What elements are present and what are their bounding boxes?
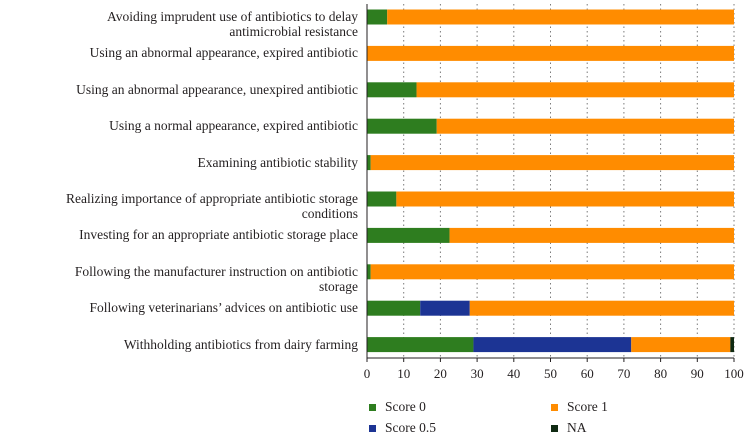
x-tick-label: 70 — [617, 366, 630, 381]
category-label: Using an abnormal appearance, expired an… — [90, 45, 358, 60]
bar-segment-score-1 — [370, 155, 734, 171]
category-label: Investing for an appropriate antibiotic … — [79, 227, 358, 242]
bar-segment-score-1 — [416, 82, 734, 98]
gridlines — [403, 4, 735, 358]
legend-label: Score 1 — [567, 399, 608, 414]
bar-segment-score-1 — [469, 300, 734, 316]
bar-segment-score-1 — [449, 227, 734, 243]
bar-segment-score-1 — [631, 337, 731, 353]
x-tick-label: 30 — [471, 366, 484, 381]
category-label-line: Using an abnormal appearance, unexpired … — [76, 81, 358, 97]
category-label: Withholding antibiotics from dairy farmi… — [124, 337, 358, 352]
bar-segment-score-0 — [367, 227, 450, 243]
category-label-line: Investing for an appropriate antibiotic … — [79, 227, 358, 243]
bars — [367, 9, 734, 353]
x-tick-label: 20 — [434, 366, 447, 381]
bar-segment-score-1 — [396, 191, 734, 207]
category-label: Realizing importance of appropriate anti… — [66, 191, 358, 221]
category-label-line: antimicrobial resistance — [229, 24, 358, 39]
legend-item-na: NA — [551, 420, 587, 436]
bar-segment-na — [730, 337, 734, 353]
legend-label: NA — [567, 420, 587, 435]
bar-segment-score-0-5 — [420, 300, 470, 316]
category-label-line: Using an abnormal appearance, expired an… — [89, 45, 358, 61]
bar-segment-score-1 — [367, 45, 734, 61]
x-tick-label: 40 — [507, 366, 520, 381]
category-label: Using a normal appearance, expired antib… — [109, 118, 358, 133]
bar-segment-score-0 — [367, 300, 421, 316]
category-label-line: Following veterinarians’ advices on anti… — [89, 300, 358, 316]
bar-segment-score-1 — [436, 118, 734, 134]
category-label: Using an abnormal appearance, unexpired … — [76, 82, 358, 97]
legend-item-score-0: Score 0 — [369, 399, 426, 415]
legend-swatch-score-0-5 — [369, 424, 376, 432]
category-label: Following the manufacturer instruction o… — [75, 264, 358, 294]
x-tick-label: 80 — [654, 366, 667, 381]
bar-segment-score-0 — [367, 9, 388, 25]
category-label-line: Using a normal appearance, expired antib… — [109, 118, 358, 134]
category-label: Following veterinarians’ advices on anti… — [89, 300, 358, 315]
bar-segment-score-0 — [367, 191, 397, 207]
legend-swatch-na — [551, 424, 558, 432]
category-label-line: Examining antibiotic stability — [197, 154, 358, 170]
category-label: Examining antibiotic stability — [198, 155, 358, 170]
x-tick-label: 0 — [364, 366, 371, 381]
category-label-line: Avoiding imprudent use of antibiotics to… — [107, 9, 358, 24]
bar-segment-score-0 — [367, 337, 474, 353]
legend-swatch-score-1 — [551, 403, 558, 411]
legend-label: Score 0.5 — [385, 420, 436, 435]
category-label-line: Withholding antibiotics from dairy farmi… — [123, 336, 358, 352]
category-label-line: storage — [319, 278, 358, 294]
bar-segment-score-1 — [370, 264, 734, 280]
bar-segment-score-0 — [367, 118, 437, 134]
bar-segment-score-0-5 — [473, 337, 632, 353]
x-tick-label: 60 — [581, 366, 594, 381]
bar-segment-score-1 — [387, 9, 734, 25]
x-tick-label: 90 — [691, 366, 704, 381]
bar-segment-score-0 — [367, 264, 371, 280]
x-tick-label: 100 — [724, 366, 744, 381]
legend-item-score-1: Score 1 — [551, 399, 608, 415]
legend-item-score-0-5: Score 0.5 — [369, 420, 436, 436]
category-label: Avoiding imprudent use of antibiotics to… — [107, 9, 358, 39]
legend-label: Score 0 — [385, 399, 426, 414]
bar-segment-score-0 — [367, 82, 417, 98]
category-label-line: Realizing importance of appropriate anti… — [65, 191, 358, 206]
bar-segment-score-0 — [367, 155, 371, 171]
legend-swatch-score-0 — [369, 403, 376, 411]
x-tick-label: 10 — [397, 366, 410, 381]
x-tick-label: 50 — [544, 366, 557, 381]
category-label-line: conditions — [301, 206, 358, 221]
x-axis: 0 10 20 30 40 50 60 70 80 90 100 — [364, 4, 744, 381]
category-label-line: Following the manufacturer instruction o… — [74, 263, 358, 279]
